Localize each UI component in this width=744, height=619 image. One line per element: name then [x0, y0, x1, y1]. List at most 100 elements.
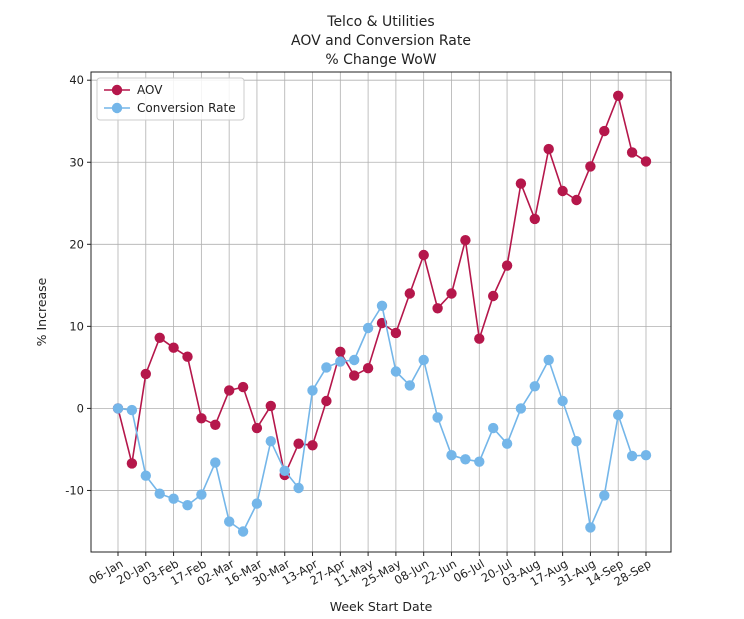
- legend-aov-label: AOV: [137, 83, 163, 97]
- y-axis-label: % Increase: [34, 277, 49, 346]
- grid-lines: [91, 72, 671, 552]
- y-tick-label: 40: [69, 73, 84, 87]
- data-point: [140, 368, 151, 380]
- legend-box: [96, 77, 245, 121]
- data-point: [265, 436, 276, 447]
- data-point: [626, 147, 638, 158]
- data-point: [418, 249, 429, 261]
- chart-title-line-2: AOV and Conversion Rate: [291, 33, 471, 49]
- legend-conversion-marker: [111, 102, 123, 114]
- data-point: [321, 395, 332, 407]
- chart-title-line-1: Telco & Utilities: [326, 14, 434, 30]
- data-point: [293, 482, 304, 494]
- data-point: [390, 327, 402, 339]
- data-point: [571, 436, 582, 447]
- data-point: [154, 488, 165, 499]
- data-point: [224, 385, 235, 396]
- data-point: [640, 156, 652, 167]
- data-point: [599, 490, 610, 501]
- data-point: [585, 161, 596, 172]
- data-point: [474, 333, 485, 344]
- data-point: [585, 522, 596, 533]
- data-point: [460, 235, 471, 246]
- data-point: [126, 458, 138, 469]
- data-point: [307, 440, 318, 451]
- data-point: [237, 526, 249, 537]
- data-point: [376, 300, 388, 311]
- data-point: [474, 456, 485, 467]
- data-point: [432, 303, 443, 314]
- chart-title-line-3: % Change WoW: [325, 52, 436, 68]
- data-point: [349, 370, 360, 381]
- data-point: [446, 288, 457, 299]
- data-point: [446, 450, 457, 461]
- data-point: [501, 260, 513, 271]
- data-point: [515, 403, 527, 414]
- data-point: [390, 366, 402, 377]
- data-point: [460, 454, 471, 465]
- data-point: [251, 422, 263, 434]
- data-point: [543, 354, 554, 366]
- data-point: [501, 438, 513, 449]
- data-point: [224, 516, 235, 527]
- plot-area-frame: [90, 71, 672, 553]
- data-point: [126, 404, 138, 416]
- data-point: [529, 381, 540, 392]
- data-point: [557, 395, 568, 407]
- data-point: [168, 342, 179, 353]
- data-point: [168, 493, 179, 504]
- series-conversion-rate: [112, 300, 652, 537]
- data-point: [488, 290, 499, 302]
- data-point: [543, 143, 554, 155]
- data-point: [404, 288, 415, 299]
- data-point: [196, 489, 207, 500]
- data-point: [599, 125, 610, 137]
- data-point: [307, 385, 318, 396]
- data-point: [418, 354, 429, 366]
- y-tick-label: 10: [69, 319, 84, 333]
- data-point: [488, 422, 499, 434]
- data-point: [154, 332, 165, 343]
- legend-aov-marker: [111, 84, 123, 96]
- data-point: [279, 465, 290, 476]
- data-point: [196, 413, 207, 424]
- data-point: [515, 178, 527, 189]
- data-point: [265, 400, 276, 412]
- legend-conversion-label: Conversion Rate: [137, 101, 236, 115]
- data-point: [557, 185, 568, 197]
- data-point: [237, 381, 249, 393]
- data-point: [349, 354, 360, 366]
- x-axis-ticks: 06-Jan20-Jan03-Feb17-Feb02-Mar16-Mar30-M…: [86, 552, 654, 590]
- data-point: [140, 470, 151, 481]
- data-point: [626, 450, 638, 462]
- data-point: [613, 90, 624, 102]
- series-aov: [112, 90, 652, 481]
- data-point: [335, 346, 346, 357]
- y-tick-label: 20: [69, 237, 84, 251]
- y-tick-label: -10: [65, 483, 84, 497]
- data-point: [210, 457, 221, 468]
- data-point: [293, 438, 304, 449]
- data-point: [432, 412, 443, 423]
- data-point: [529, 213, 540, 225]
- data-point: [182, 351, 193, 362]
- data-point: [362, 363, 374, 374]
- plot-series: [112, 90, 652, 537]
- data-point: [362, 322, 374, 334]
- data-point: [112, 403, 124, 414]
- y-tick-label: 0: [77, 401, 84, 415]
- data-point: [210, 419, 221, 430]
- data-point: [182, 500, 193, 511]
- y-tick-label: 30: [69, 155, 84, 169]
- x-axis-label: Week Start Date: [330, 599, 433, 614]
- data-point: [404, 380, 415, 391]
- data-point: [613, 409, 624, 421]
- y-axis-ticks: -10 0 10 20 30 40: [65, 73, 91, 497]
- data-point: [571, 194, 582, 206]
- data-point: [335, 356, 346, 367]
- legend: AOV Conversion Rate: [96, 77, 245, 121]
- data-point: [251, 498, 263, 509]
- data-point: [321, 362, 332, 373]
- data-point: [640, 450, 652, 461]
